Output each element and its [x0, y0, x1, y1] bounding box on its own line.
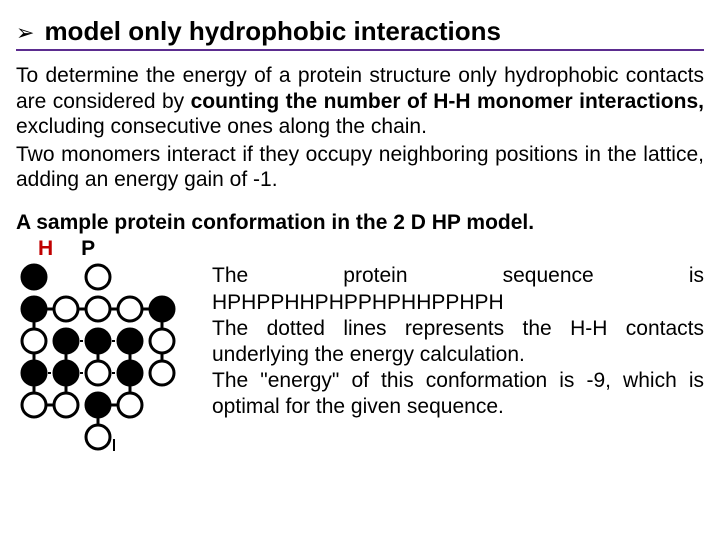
desc-line4: The "energy" of this conformation is -9,…	[212, 368, 704, 419]
description-text: The protein sequence is HPHPPHHPHPPHPHHP…	[212, 263, 704, 421]
paragraph-energy: To determine the energy of a protein str…	[16, 63, 704, 140]
chevron-right-icon: ➢	[16, 22, 34, 44]
p1-c: excluding consecutive ones along the cha…	[16, 115, 427, 138]
content-row: The protein sequence is HPHPPHHPHPPHPHHP…	[16, 263, 704, 473]
desc-line2: HPHPPHHPHPPHPHHPPHPH	[212, 290, 704, 316]
p1-b: counting the number of H-H monomer inter…	[191, 90, 704, 113]
lattice-diagram	[16, 263, 194, 473]
paragraph-interaction: Two monomers interact if they occupy nei…	[16, 142, 704, 193]
desc-line1: The protein sequence is	[212, 263, 704, 289]
legend-p-label: P	[81, 237, 95, 261]
page-title: model only hydrophobic interactions	[44, 16, 501, 47]
sub-heading: A sample protein conformation in the 2 D…	[16, 211, 704, 235]
desc-line3: The dotted lines represents the H-H cont…	[212, 316, 704, 367]
legend-row: H P	[16, 237, 704, 261]
heading-row: ➢ model only hydrophobic interactions	[16, 16, 704, 51]
legend-h-label: H	[38, 237, 53, 261]
